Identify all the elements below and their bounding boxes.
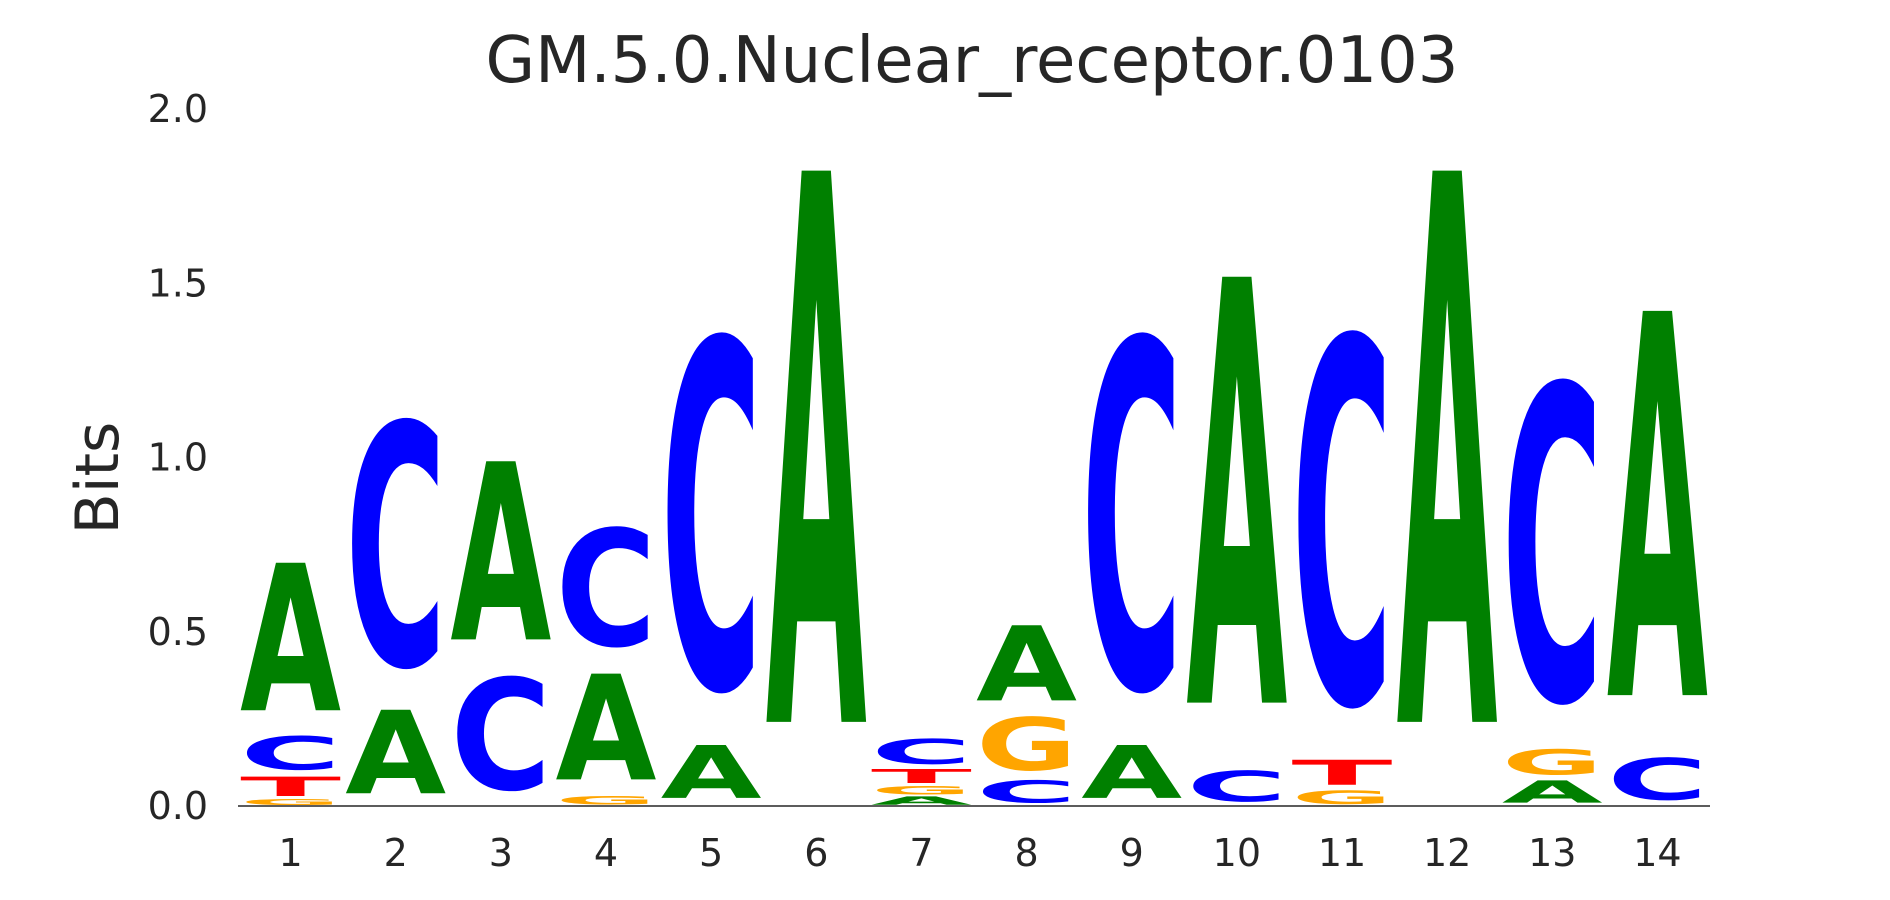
logo-letter-g: G: [871, 784, 972, 797]
y-tick-label: 2.0: [148, 87, 208, 131]
x-tick-label: 11: [1318, 831, 1366, 875]
logo-letter-a: A: [1186, 160, 1288, 840]
logo-letter-a: A: [766, 19, 868, 900]
x-tick-label: 3: [489, 831, 513, 875]
y-tick-label: 1.0: [148, 436, 208, 480]
x-tick-label: 1: [278, 831, 302, 875]
logo-letter-c: C: [661, 244, 762, 800]
x-tick-label: 12: [1423, 831, 1471, 875]
x-tick-label: 4: [594, 831, 618, 875]
logo-letter-a: A: [1397, 19, 1499, 900]
logo-letter-c: C: [976, 775, 1077, 810]
logo-letter-g: G: [556, 794, 657, 807]
logo-letter-a: A: [1607, 206, 1709, 820]
logo-letter-g: G: [1502, 743, 1603, 783]
x-tick-label: 13: [1528, 831, 1576, 875]
logo-letter-a: A: [556, 645, 657, 814]
logo-letter-a: A: [450, 414, 551, 698]
x-axis-ticks: 1 2 3 4 5 6 7 8 9 10 11 12 13 14: [278, 831, 1681, 875]
x-tick-label: 14: [1633, 831, 1681, 875]
logo-letter-a: A: [240, 524, 341, 759]
logo-letter-g: G: [976, 702, 1077, 787]
y-tick-label: 1.5: [148, 261, 208, 305]
logo-letter-c: C: [1186, 762, 1287, 811]
logo-letter-c: C: [450, 648, 551, 826]
logo-letter-a: A: [345, 687, 446, 820]
y-axis-label: Bits: [63, 422, 133, 535]
logo-letter-c: C: [1607, 746, 1708, 813]
logo-letter-t: T: [1292, 753, 1393, 793]
x-tick-label: 9: [1120, 831, 1144, 875]
x-tick-label: 2: [384, 831, 408, 875]
logo-letter-a: A: [871, 794, 972, 807]
x-tick-label: 6: [804, 831, 828, 875]
x-tick-label: 8: [1014, 831, 1038, 875]
x-tick-label: 5: [699, 831, 723, 875]
logo-letter-c: C: [1081, 244, 1182, 800]
logo-letter-t: T: [871, 765, 972, 787]
logo-letter-g: G: [240, 798, 341, 807]
logo-letter-g: G: [1292, 786, 1393, 808]
logo-letter-c: C: [345, 356, 446, 743]
logo-letter-a: A: [1081, 731, 1182, 816]
x-tick-label: 7: [909, 831, 933, 875]
logo-letter-c: C: [1502, 299, 1603, 802]
logo-letter-c: C: [871, 732, 972, 772]
logo-letter-a: A: [661, 731, 762, 816]
chart-title: GM.5.0.Nuclear_receptor.0103: [486, 24, 1459, 98]
logo-letter-a: A: [1502, 775, 1603, 810]
y-axis-ticks: 0.0 0.5 1.0 1.5 2.0: [148, 87, 208, 828]
y-tick-label: 0.0: [148, 784, 208, 828]
x-tick-label: 10: [1213, 831, 1261, 875]
logo-letter-c: C: [556, 497, 657, 684]
y-tick-label: 0.5: [148, 610, 208, 654]
logo-letter-a: A: [976, 605, 1077, 725]
logo-letter-c: C: [1292, 237, 1393, 821]
logo-letter-t: T: [240, 771, 341, 802]
logo-letter-c: C: [240, 728, 341, 781]
